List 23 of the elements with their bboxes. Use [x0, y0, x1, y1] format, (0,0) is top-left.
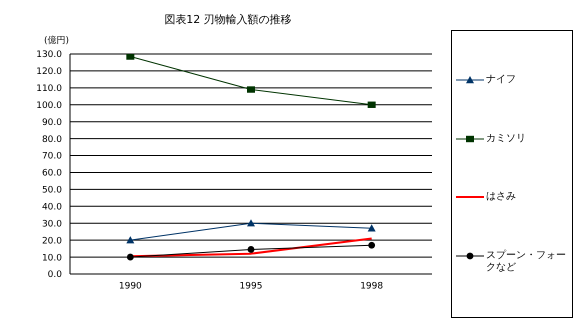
- y-tick-label: 130.0: [36, 50, 62, 60]
- x-tick-label: 1995: [240, 281, 262, 292]
- legend-label: はさみ: [486, 191, 516, 204]
- legend-label: カミソリ: [486, 132, 526, 145]
- y-tick-label: 40.0: [42, 202, 62, 213]
- y-tick-label: 70.0: [42, 152, 62, 162]
- y-tick-label: 10.0: [42, 253, 62, 264]
- y-tick-label: 0.0: [48, 270, 62, 280]
- y-axis-title: (億円): [44, 34, 70, 47]
- y-tick-label: 80.0: [42, 134, 62, 145]
- y-tick-label: 20.0: [42, 236, 62, 246]
- y-tick-label: 60.0: [42, 168, 62, 179]
- y-tick-label: 50.0: [42, 186, 62, 196]
- y-tick-label: 30.0: [42, 219, 62, 230]
- x-tick-label: 1998: [360, 281, 384, 292]
- y-tick-label: 90.0: [42, 118, 62, 128]
- legend-label: ナイフ: [486, 74, 516, 86]
- y-tick-label: 100.0: [36, 100, 62, 111]
- x-tick-label: 1990: [118, 281, 142, 292]
- chart-title: 図表12 刃物輸入額の推移: [163, 12, 293, 27]
- legend-label: スプーン・フォークなど: [486, 250, 567, 274]
- y-tick-label: 120.0: [36, 67, 62, 78]
- y-tick-label: 110.0: [36, 84, 62, 94]
